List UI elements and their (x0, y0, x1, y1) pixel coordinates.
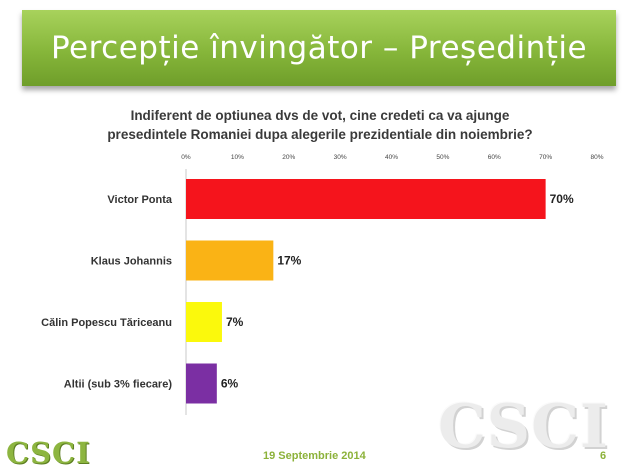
data-label: 7% (226, 315, 244, 329)
category-label: Altii (sub 3% fiecare) (64, 379, 173, 391)
bar (186, 363, 217, 404)
question-line-1: Indiferent de optiunea dvs de vot, cine … (130, 108, 510, 123)
x-tick-label: 60% (488, 154, 501, 161)
data-label: 17% (277, 254, 301, 268)
x-tick-label: 40% (385, 154, 398, 161)
bar (186, 179, 546, 219)
x-tick-label: 50% (436, 154, 449, 161)
x-tick-label: 10% (231, 154, 244, 161)
category-label: Călin Popescu Tăriceanu (41, 317, 172, 329)
bar-chart: 0% 10% 20% 30% 40% 50% 60% 70% 80% Victor Ponta 70… (41, 154, 604, 415)
x-tick-label: 30% (334, 154, 347, 161)
data-label: 70% (550, 192, 574, 206)
x-tick-label: 0% (181, 154, 191, 161)
csci-logo: CSCI (6, 436, 91, 470)
x-tick-label: 20% (282, 154, 295, 161)
category-label: Victor Ponta (107, 194, 172, 206)
slide-title: Percepție învingător – Președinție (50, 30, 588, 66)
page-number: 6 (600, 450, 607, 462)
csci-watermark-logo: CSCI (438, 392, 609, 462)
x-tick-label: 70% (539, 154, 552, 161)
footer-date: 19 Septembrie 2014 (263, 450, 366, 462)
title-banner: Percepție învingător – Președinție (22, 10, 616, 86)
bar (186, 302, 222, 342)
data-label: 6% (221, 377, 239, 391)
question-line-2: presedintele Romaniei dupa alegerile pre… (107, 127, 533, 142)
x-tick-label: 80% (590, 154, 603, 161)
bar (186, 240, 274, 281)
category-label: Klaus Johannis (91, 256, 172, 268)
chart-question: Indiferent de optiunea dvs de vot, cine … (80, 106, 560, 144)
